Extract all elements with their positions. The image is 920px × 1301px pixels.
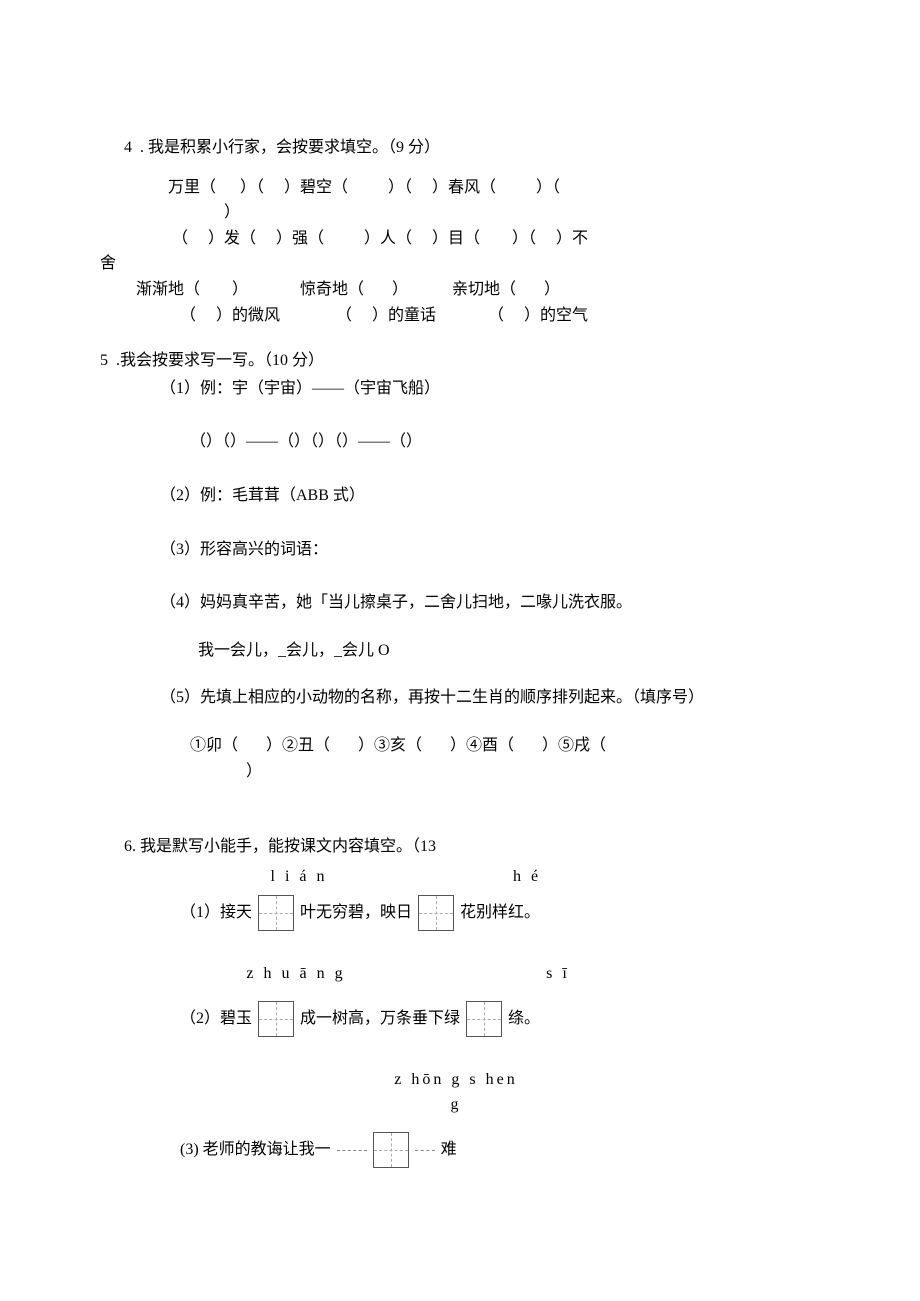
- q6-title: 6. 我是默写小能手，能按课文内容填空。（13: [100, 834, 820, 860]
- q4-line1: 万里（ ）（ ）碧空（ ）（ ）春风（ ）（: [100, 175, 820, 201]
- tianzige-box: [418, 895, 454, 931]
- q6-3-pinyin-row: z hōn g s hen g: [180, 1067, 820, 1118]
- pinyin-zhuang: z h u ā n g: [236, 961, 356, 987]
- q6-2-row: （2）碧玉 成一树高，万条垂下绿 绦。: [180, 1001, 820, 1037]
- tianzige-box: [258, 1001, 294, 1037]
- q6-3-row: (3) 老师的教诲让我一 难: [180, 1132, 820, 1168]
- q4-line2b: 舍: [100, 251, 820, 277]
- question-4: 4 . 我是积累小行家，会按要求填空。（9 分） 万里（ ）（ ）碧空（ ）（ …: [100, 135, 820, 328]
- q6-1-c: 花别样红。: [460, 900, 540, 926]
- q6-1-b: 叶无穷碧，映日: [300, 900, 412, 926]
- pinyin-si: s ī: [538, 961, 578, 987]
- pinyin-lian: l i á n: [264, 864, 334, 890]
- pinyin-zhongsheng: z hōn g s hen g: [386, 1067, 526, 1118]
- tianzige-box: [466, 1001, 502, 1037]
- q4-line2: （ ）发（ ）强（ ）人（ ）目（ ）（ ）不: [100, 226, 820, 252]
- q5-s1: （1）例：宇（宇宙）——（宇宙飞船）: [100, 376, 820, 402]
- q6-1-a: （1）接天: [180, 900, 252, 926]
- q4-line1b: ）: [100, 200, 820, 226]
- q5-s5: （5）先填上相应的小动物的名称，再按十二生肖的顺序排列起来。（填序号）: [100, 685, 820, 711]
- q5-s5c: ）: [100, 759, 820, 785]
- q6-1-pinyin-row: l i á n h é: [180, 864, 820, 890]
- q4-line4: （ ）的微风 （ ）的童话 （ ）的空气: [100, 303, 820, 329]
- q5-s5b: ①卯（ ）②丑（ ）③亥（ ）④酉（ ）⑤戌（: [100, 733, 820, 759]
- q4-line3: 渐渐地（ ） 惊奇地（ ） 亲切地（ ）: [100, 277, 820, 303]
- q6-2-c: 绦。: [508, 1006, 540, 1032]
- q5-s4: （4）妈妈真辛苦，她「当儿擦桌子，二舍儿扫地，二喙儿洗衣服。: [100, 590, 820, 616]
- q5-s4b: 我一会儿，_会儿，_会儿 O: [100, 638, 820, 664]
- q6-2-b: 成一树高，万条垂下绿: [300, 1006, 460, 1032]
- q6-2-a: （2）碧玉: [180, 1006, 252, 1032]
- tianzige-box: [373, 1132, 409, 1168]
- q6-3-a: (3) 老师的教诲让我一: [180, 1137, 331, 1163]
- question-5: 5 .我会按要求写一写。（10 分） （1）例：宇（宇宙）——（宇宙飞船） （）…: [100, 348, 820, 784]
- q5-s1b: （）（）——（）（）（）——（）: [100, 429, 820, 455]
- question-6: 6. 我是默写小能手，能按课文内容填空。（13 l i á n h é （1）接…: [100, 834, 820, 1168]
- q4-title: 4 . 我是积累小行家，会按要求填空。（9 分）: [100, 135, 820, 161]
- q5-s2: （2）例：毛茸茸（ABB 式）: [100, 483, 820, 509]
- pinyin-he: h é: [504, 864, 550, 890]
- q6-1-row: （1）接天 叶无穷碧，映日 花别样红。: [180, 895, 820, 931]
- q5-s3: （3）形容高兴的词语：: [100, 537, 820, 563]
- q6-3-b: 难: [441, 1137, 457, 1163]
- tianzige-box: [258, 895, 294, 931]
- q6-2-pinyin-row: z h u ā n g s ī: [180, 961, 820, 987]
- q5-title: 5 .我会按要求写一写。（10 分）: [100, 348, 820, 374]
